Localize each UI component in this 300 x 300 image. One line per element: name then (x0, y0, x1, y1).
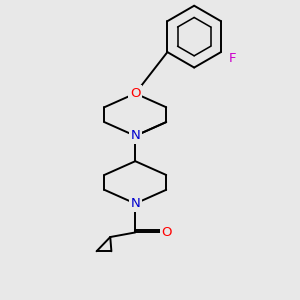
Text: F: F (229, 52, 236, 65)
Text: O: O (130, 87, 140, 100)
Text: N: N (130, 197, 140, 210)
Text: O: O (161, 226, 172, 239)
Text: N: N (130, 129, 140, 142)
